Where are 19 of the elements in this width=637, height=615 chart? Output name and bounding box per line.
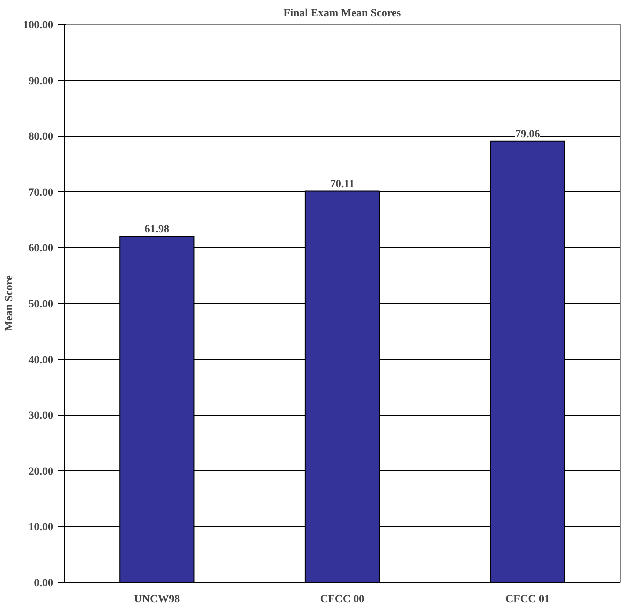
y-tick-label: 90.00 [28,75,54,88]
y-tick-label: 60.00 [28,242,54,255]
data-label: 70.11 [330,178,355,190]
y-axis-title: Mean Score [3,276,16,332]
y-tick-label: 30.00 [28,410,54,422]
y-tick-label: 80.00 [28,131,54,144]
chart-title: Final Exam Mean Scores [284,8,402,20]
data-label: 61.98 [144,224,170,236]
x-tick-label: UNCW98 [134,594,181,606]
y-tick-label: 10.00 [28,522,54,534]
y-tick-label: 40.00 [28,354,54,366]
y-tick-label: 0.00 [34,578,54,590]
y-tick-label: 20.00 [28,466,54,478]
data-label: 79.06 [515,128,541,140]
y-tick-label: 70.00 [28,186,54,199]
y-tick-label: 100.00 [23,20,54,32]
y-tick-label: 50.00 [28,298,54,310]
x-tick-label: CFCC 00 [320,594,366,606]
x-tick-label: CFCC 01 [506,594,550,606]
